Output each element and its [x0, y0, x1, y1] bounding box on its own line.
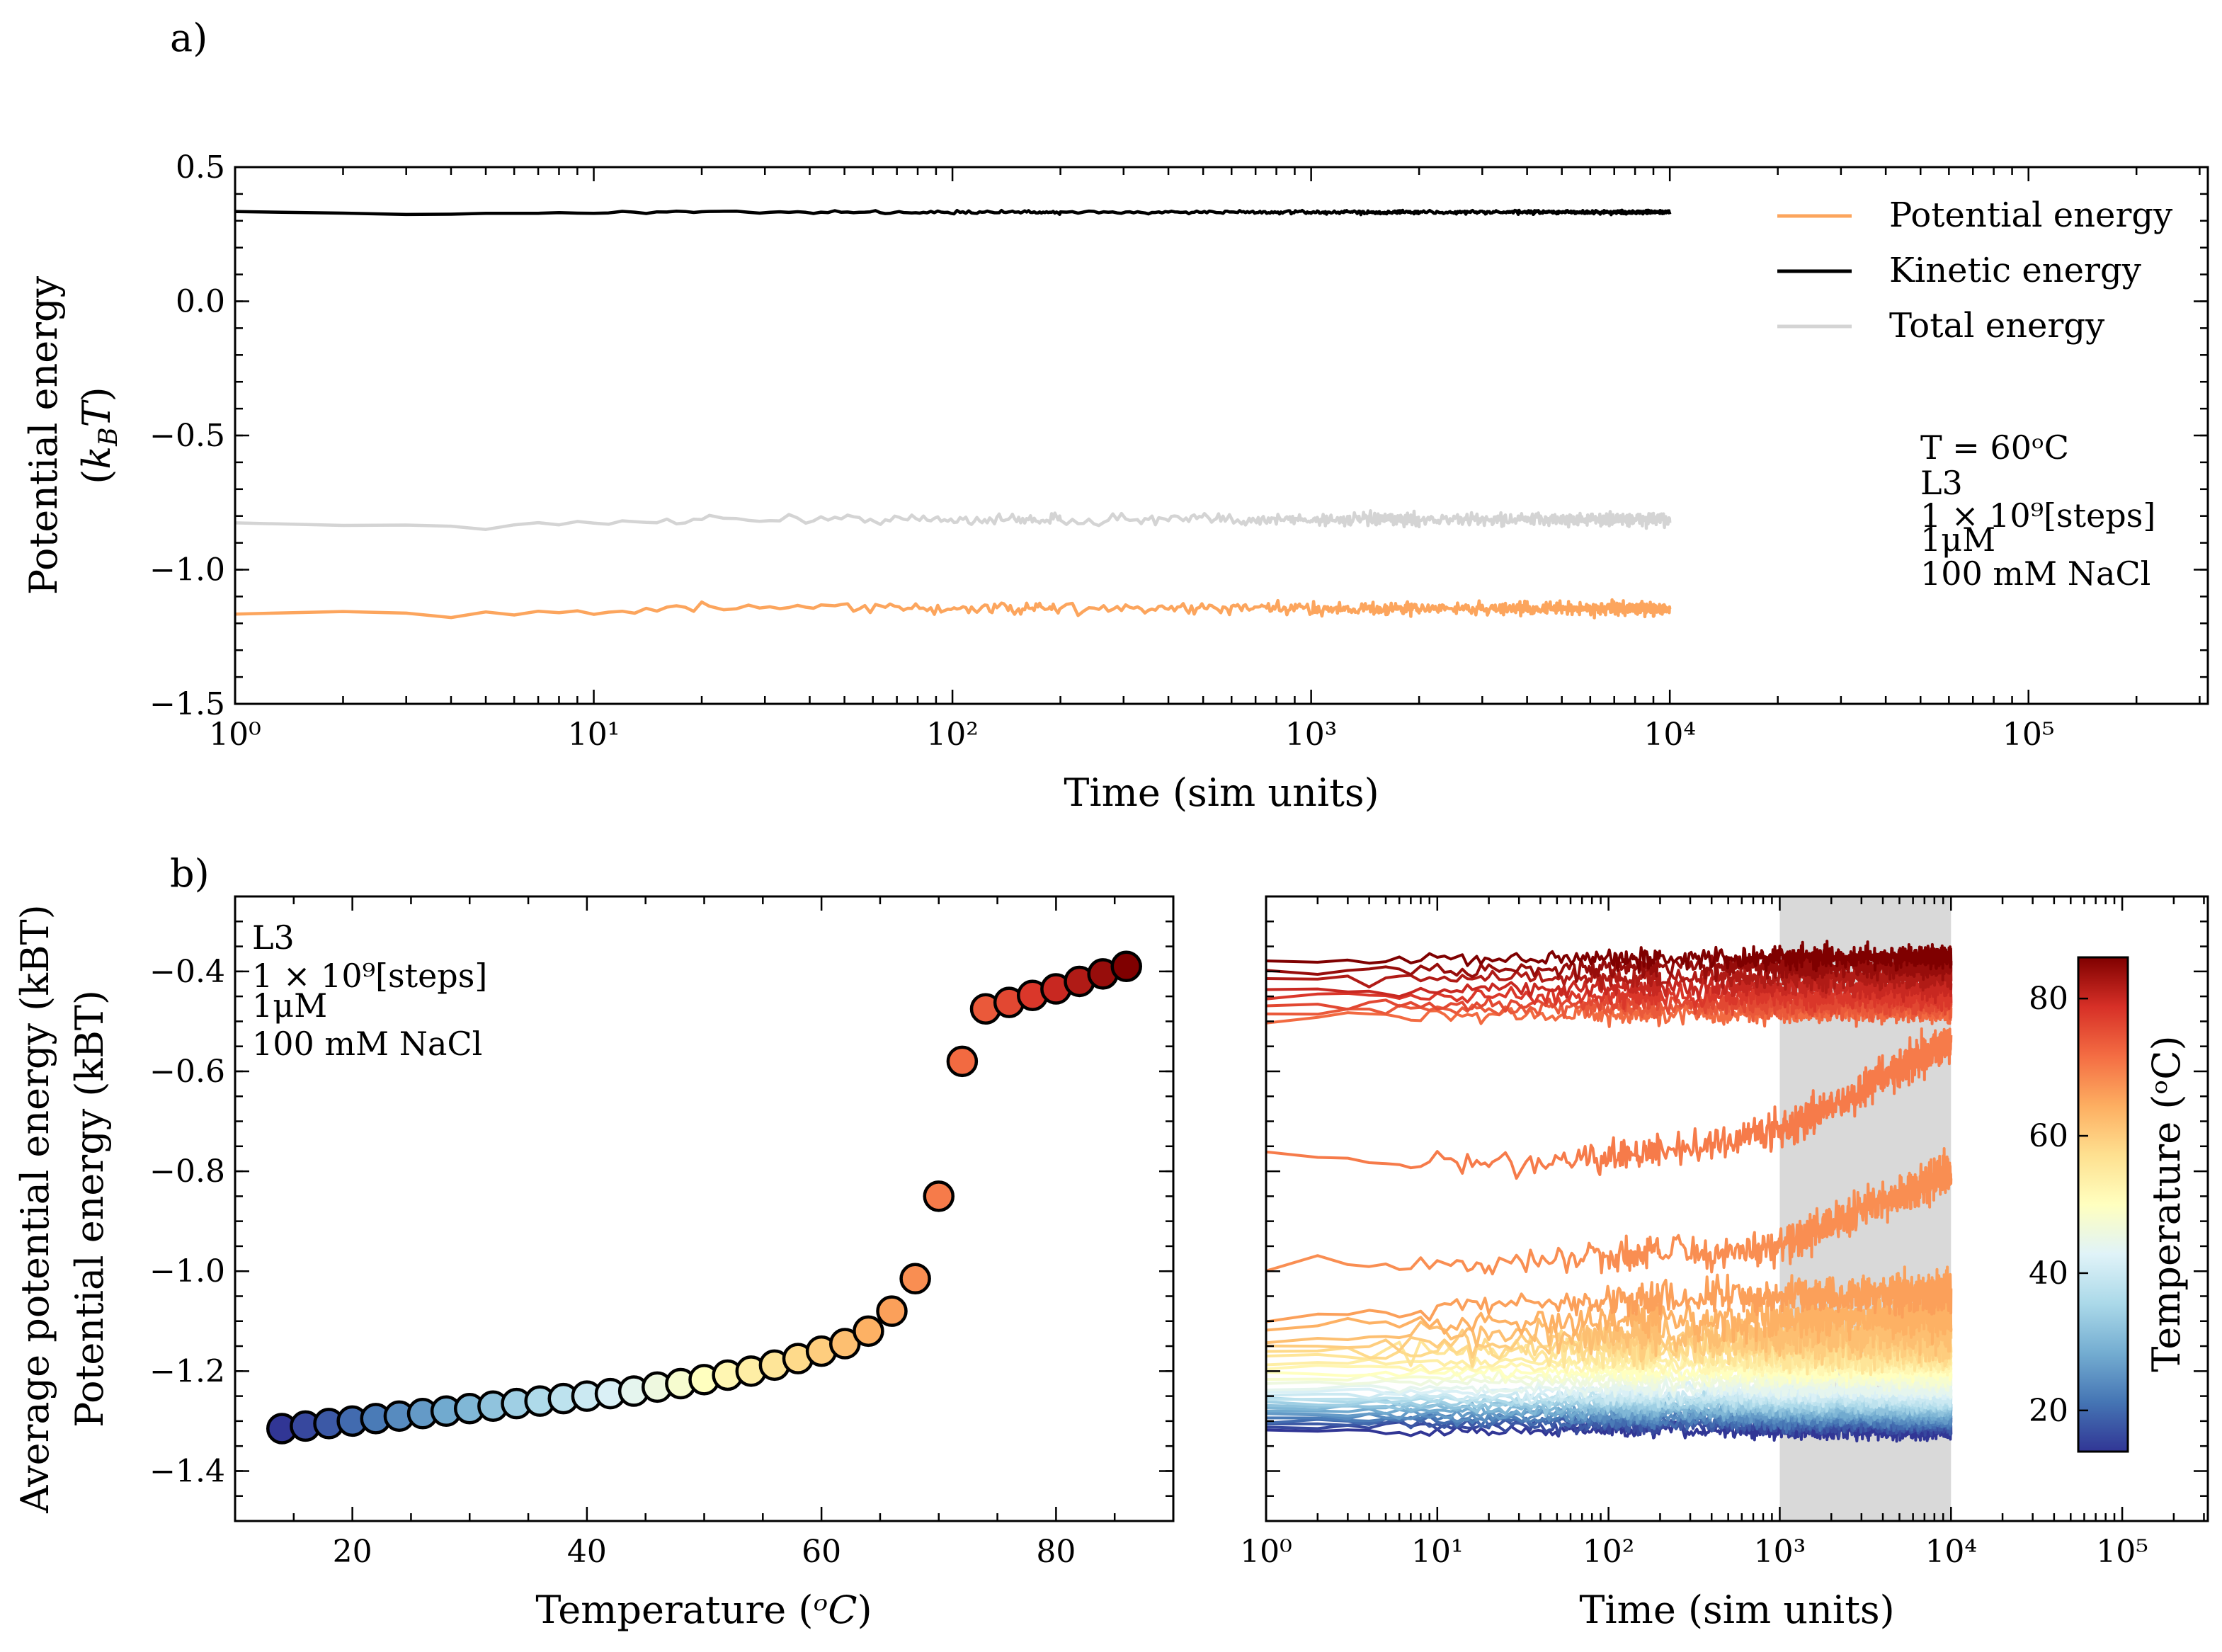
- chart-a-xtick-label: 10³: [1285, 717, 1338, 753]
- chart-b-right-xtick-label: 10⁵: [2096, 1534, 2148, 1570]
- chart-b-left-ticks: 20 40 60 80 −1.4 −1.2 −1.0 −0.8 −0.6 −0.4: [149, 895, 1175, 1570]
- series-line-potential-energy: [235, 598, 1672, 620]
- chart-b-left-ytick-label: −0.6: [149, 1054, 225, 1090]
- annotation-a-concentration: 1μM: [1920, 520, 1995, 559]
- chart-a-xtick-label: 10⁴: [1643, 717, 1696, 753]
- annotation-a-steps: 1 × 10⁹[steps]: [1920, 496, 2155, 535]
- chart-a-xtick-label: 10⁰: [209, 717, 261, 753]
- chart-b-left-ytick-label: −1.2: [149, 1353, 225, 1389]
- chart-b-right-ticks: 10⁰ 10¹ 10² 10³ 10⁴ 10⁵: [1240, 895, 2208, 1570]
- chart-a-xtick-label: 10¹: [568, 717, 620, 753]
- chart-b-right-xtick-label: 10³: [1754, 1534, 1806, 1570]
- chart-b-left-ylabel-line1: Average potential energy (kBT): [13, 904, 57, 1513]
- series-line-temperature: [1266, 1027, 1953, 1180]
- colorbar-tick-label: 40: [2029, 1255, 2068, 1292]
- chart-b-right-xtick-label: 10⁰: [1240, 1534, 1292, 1570]
- chart-b-left-xlabel: Temperature (ᵒC): [535, 1588, 872, 1632]
- colorbar-bar: [2077, 956, 2129, 1453]
- chart-a-ytick-label: 0.0: [176, 284, 225, 320]
- series-line-total-energy: [235, 509, 1672, 531]
- chart-b-right-frame: [1265, 895, 2209, 1522]
- legend-label-potential: Potential energy: [1889, 195, 2172, 235]
- annotation-b-salt: 100 mM NaCl: [252, 1025, 482, 1063]
- chart-a-ytick-label: 0.5: [176, 149, 225, 186]
- chart-a-ytick-label: −1.0: [149, 552, 225, 588]
- chart-b-left-frame: [234, 895, 1175, 1522]
- panel-label-a: a): [170, 16, 207, 60]
- chart-b-right-xlabel: Time (sim units): [1579, 1588, 1894, 1632]
- series-line-temperature: [1266, 1304, 1953, 1358]
- chart-a-ytick-label: −0.5: [149, 418, 225, 454]
- scatter-point: [876, 1295, 908, 1327]
- scatter-point: [946, 1045, 979, 1078]
- annotation-a-construct: L3: [1920, 464, 1963, 502]
- chart-b-left-ytick-label: −1.4: [149, 1453, 225, 1489]
- colorbar-label: Temperature (ᵒC): [2144, 1035, 2189, 1372]
- annotation-b-concentration: 1μM: [252, 986, 327, 1025]
- chart-b-left: 20 40 60 80 −1.4 −1.2 −1.0 −0.8 −0.6 −0.4 Tempera…: [13, 895, 1175, 1632]
- series-line-temperature: [1266, 1265, 1953, 1323]
- chart-b-left-xtick-label: 40: [567, 1534, 607, 1570]
- chart-b-right-xtick-label: 10⁴: [1925, 1534, 1977, 1570]
- colorbar-tick-label: 80: [2029, 981, 2068, 1017]
- chart-b-right-xtick-label: 10²: [1583, 1534, 1635, 1570]
- chart-a-ylabel-line1: Potential energy: [21, 275, 66, 595]
- scatter-point: [1110, 950, 1142, 983]
- series-line-temperature: [1266, 1147, 1953, 1276]
- series-line-temperature: [1266, 940, 1953, 973]
- scatter-point: [923, 1180, 955, 1212]
- series-line-temperature: [1266, 960, 1953, 994]
- chart-b-right: 10⁰ 10¹ 10² 10³ 10⁴ 10⁵ Time (sim units) 20 40…: [1240, 895, 2209, 1632]
- series-line-temperature: [1266, 1292, 1953, 1345]
- colorbar-ticks: 20 40 60 80: [2029, 981, 2088, 1429]
- chart-b-left-ytick-label: −0.4: [149, 954, 225, 990]
- chart-a-ylabel-line2: (kBT): [74, 387, 123, 484]
- chart-b-left-ytick-label: −1.0: [149, 1253, 225, 1289]
- chart-b-left-xtick-label: 20: [333, 1534, 372, 1570]
- annotation-b-construct: L3: [252, 918, 295, 957]
- annotation-b-steps: 1 × 10⁹[steps]: [252, 957, 487, 995]
- chart-a-legend: Potential energy Kinetic energy Total en…: [1777, 195, 2172, 346]
- chart-b-left-ytick-label: −0.8: [149, 1153, 225, 1190]
- colorbar-tick-label: 20: [2029, 1393, 2068, 1429]
- chart-a-ytick-label: −1.5: [149, 686, 225, 722]
- colorbar: 20 40 60 80 Temperature (ᵒC): [2029, 956, 2189, 1453]
- chart-a-ticks: 10⁰ 10¹ 10² 10³ 10⁴ 10⁵ −1.5 −1.0 −0.5 0.0 0.5: [149, 149, 2208, 753]
- chart-b-right-series: [1266, 940, 1953, 1443]
- legend-label-total: Total energy: [1889, 306, 2104, 346]
- chart-b-left-xtick-label: 80: [1036, 1534, 1076, 1570]
- chart-b-left-points: [266, 950, 1142, 1445]
- chart-a-annotation: T = 60ᵒC L3 1 × 10⁹[steps] 1μM 100 mM Na…: [1920, 428, 2155, 593]
- colorbar-tick-label: 60: [2029, 1118, 2068, 1154]
- series-line-kinetic-energy: [235, 208, 1672, 217]
- legend-label-kinetic: Kinetic energy: [1889, 251, 2141, 290]
- chart-a: 10⁰ 10¹ 10² 10³ 10⁴ 10⁵ −1.5 −1.0 −0.5 0.0 0.5 Tim…: [21, 149, 2209, 815]
- chart-a-xtick-label: 10²: [926, 717, 979, 753]
- annotation-a-temperature: T = 60ᵒC: [1920, 428, 2069, 467]
- scatter-point: [853, 1315, 884, 1348]
- chart-b-left-ylabel-line2: Potential energy (kBT): [67, 990, 112, 1428]
- panel-label-b: b): [170, 851, 210, 896]
- chart-b-left-annotation: L3 1 × 10⁹[steps] 1μM 100 mM NaCl: [252, 918, 487, 1063]
- annotation-a-salt: 100 mM NaCl: [1920, 554, 2150, 593]
- chart-a-frame: [234, 166, 2209, 705]
- chart-a-xlabel: Time (sim units): [1064, 770, 1379, 815]
- chart-b-left-xtick-label: 60: [802, 1534, 841, 1570]
- chart-b-right-xtick-label: 10¹: [1411, 1534, 1464, 1570]
- chart-a-series: [235, 208, 1672, 620]
- chart-a-xtick-label: 10⁵: [2002, 717, 2055, 753]
- scatter-point: [899, 1263, 931, 1295]
